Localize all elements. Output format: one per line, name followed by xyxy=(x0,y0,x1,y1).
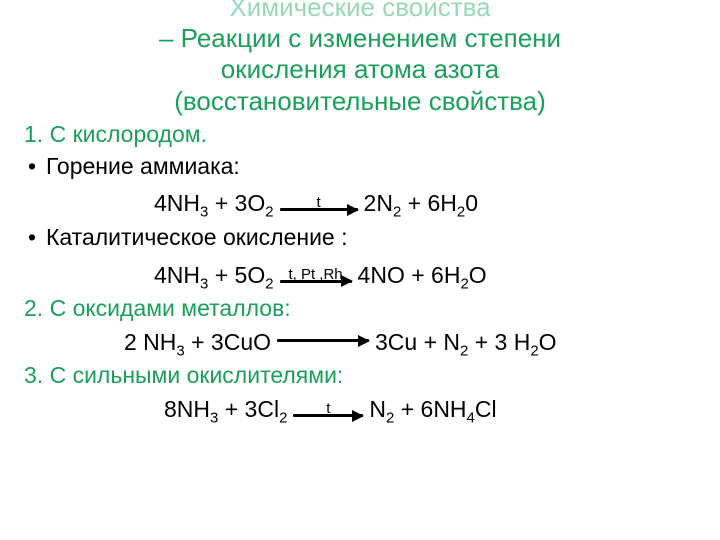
equation-3: 2 NH3 + 3CuO 3Cu + N2 + 3 H2O xyxy=(24,326,696,358)
equation-4: 8NH3 + 3Cl2 t N2 + 6NH4Cl xyxy=(24,393,696,425)
eq2-arrow: t, Pt ,Rh xyxy=(280,267,352,283)
arrow-icon xyxy=(277,339,369,342)
title-line-3: окисления атома азота xyxy=(24,54,696,85)
section-3: 3. С сильными окислителями: xyxy=(24,362,696,389)
eq3-arrow xyxy=(277,341,369,342)
eq2-lhs: 4NH3 + 5O2 xyxy=(154,259,274,291)
eq3-lhs: 2 NH3 + 3CuO xyxy=(124,326,271,358)
eq4-rhs: N2 + 6NH4Cl xyxy=(369,393,496,425)
section-1: 1. С кислородом. xyxy=(24,121,696,148)
title-line-1: Химические своиства xyxy=(24,0,696,23)
eq4-arrow: t xyxy=(293,401,363,417)
slide: Химические своиства – Реакции с изменени… xyxy=(0,0,720,532)
title-block: Химические своиства – Реакции с изменени… xyxy=(24,0,696,117)
bullet-2: Каталитическое окисление : xyxy=(24,221,696,254)
arrow-icon xyxy=(280,208,358,211)
eq1-lhs: 4NH3 + 3O2 xyxy=(154,187,274,219)
eq1-rhs: 2N2 + 6H20 xyxy=(364,187,478,219)
arrow-icon xyxy=(280,280,352,283)
equation-2: 4NH3 + 5O2 t, Pt ,Rh 4NO + 6H2O xyxy=(24,259,696,291)
title-line-4: (восстановительные свойства) xyxy=(24,86,696,117)
eq4-lhs: 8NH3 + 3Cl2 xyxy=(164,393,287,425)
title-line-2: – Реакции с изменением степени xyxy=(24,23,696,54)
arrow-icon xyxy=(293,414,363,417)
section-2: 2. С оксидами металлов: xyxy=(24,295,696,322)
eq1-arrow: t xyxy=(280,195,358,211)
eq3-rhs: 3Cu + N2 + 3 H2O xyxy=(375,326,557,358)
equation-1: 4NH3 + 3O2 t 2N2 + 6H20 xyxy=(24,187,696,219)
eq2-rhs: 4NO + 6H2O xyxy=(358,259,487,291)
bullet-1: Горение аммиака: xyxy=(24,150,696,183)
